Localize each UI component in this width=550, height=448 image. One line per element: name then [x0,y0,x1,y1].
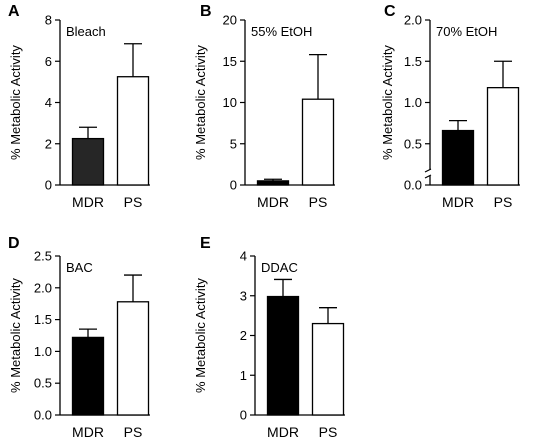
category-label: MDR [72,194,104,210]
y-tick-label: 4 [45,95,52,110]
category-label: PS [124,194,143,210]
y-tick-label: 2.0 [404,13,422,28]
category-label: PS [319,424,338,440]
bar-mdr [266,295,300,416]
y-tick-label: 0.0 [34,408,52,423]
y-tick-label: 0 [230,178,237,193]
axis-break-mark [424,168,432,173]
y-tick-label: 0.5 [34,376,52,391]
y-tick-label: 0 [240,408,247,423]
category-label: MDR [267,424,299,440]
panel-letter-d: D [8,235,20,252]
y-tick-label: 0.5 [404,136,422,151]
bar-mdr [256,180,290,186]
treatment-label: 55% EtOH [251,24,312,39]
y-axis-title: % Metabolic Activity [193,45,208,160]
category-label: MDR [442,194,474,210]
y-tick-label: 1 [240,368,247,383]
y-tick-label: 10 [223,95,237,110]
y-axis-title: % Metabolic Activity [193,278,208,393]
panel-letter-b: B [200,3,212,20]
y-tick-label: 15 [223,54,237,69]
y-tick-label: 4 [240,249,247,264]
treatment-label: 70% EtOH [436,24,497,39]
y-tick-label: 2.5 [34,249,52,264]
y-axis-title: % Metabolic Activity [380,45,395,160]
bar-mdr [71,137,105,186]
y-tick-label: 0.0 [404,178,422,193]
category-label: PS [494,194,513,210]
y-tick-label: 0 [45,178,52,193]
y-tick-label: 5 [230,136,237,151]
y-tick-label: 1.5 [404,54,422,69]
bar-ps [116,301,150,416]
category-label: MDR [257,194,289,210]
y-tick-label: 20 [223,13,237,28]
axis-break-mark [424,174,432,179]
bar-ps [311,322,345,416]
panel-letter-a: A [8,3,20,20]
y-tick-label: 2 [45,136,52,151]
panel-letter-e: E [200,235,211,252]
bar-mdr [71,336,105,416]
y-tick-label: 2.0 [34,280,52,295]
bar-ps [301,98,335,186]
y-tick-label: 6 [45,54,52,69]
treatment-label: BAC [66,260,93,275]
treatment-label: DDAC [261,260,298,275]
bar-ps [116,76,150,186]
category-label: MDR [72,424,104,440]
y-tick-label: 2 [240,328,247,343]
bar-ps [486,87,520,186]
panel-letter-c: C [384,3,396,20]
y-axis-title: % Metabolic Activity [8,45,23,160]
y-tick-label: 1.0 [404,95,422,110]
category-label: PS [124,424,143,440]
y-tick-label: 1.0 [34,344,52,359]
bar-mdr [441,129,475,186]
y-tick-label: 3 [240,288,247,303]
category-label: PS [309,194,328,210]
y-tick-label: 8 [45,13,52,28]
y-axis-title: % Metabolic Activity [8,278,23,393]
treatment-label: Bleach [66,24,106,39]
y-tick-label: 1.5 [34,312,52,327]
